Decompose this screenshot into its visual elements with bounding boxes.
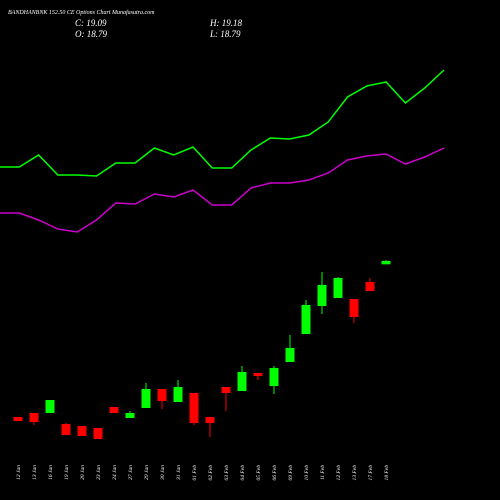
- close-label: C: 19.09: [75, 18, 107, 28]
- x-tick-label: 11 Feb: [320, 465, 326, 480]
- candle-body: [237, 372, 247, 391]
- indicator-line: [0, 147, 445, 233]
- open-label: O: 18.79: [75, 29, 107, 39]
- x-tick-label: 29 Jan: [144, 465, 150, 480]
- candle-body: [221, 387, 231, 393]
- candle-body: [333, 278, 343, 298]
- x-tick-label: 09 Feb: [288, 465, 294, 481]
- candle-body: [317, 285, 327, 306]
- x-tick-label: 03 Feb: [224, 465, 230, 481]
- x-tick-label: 02 Feb: [208, 465, 214, 481]
- x-tick-label: 01 Feb: [192, 465, 198, 481]
- x-tick-label: 24 Jan: [111, 465, 118, 480]
- candle-body: [205, 417, 215, 423]
- low-label: L: 18.79: [209, 29, 241, 39]
- candle-body: [189, 393, 199, 423]
- candle-body: [109, 407, 119, 413]
- candle-body: [141, 389, 151, 408]
- x-tick-label: 23 Jan: [96, 465, 102, 480]
- x-tick-label: 12 Feb: [336, 465, 342, 481]
- chart-title: BANDHANBNK 152.50 CE Options Chart Munaf…: [8, 9, 155, 16]
- candle-body: [13, 417, 23, 421]
- x-tick-label: 06 Feb: [272, 465, 278, 481]
- x-tick-label: 18 Feb: [384, 465, 390, 481]
- candle-body: [173, 387, 183, 402]
- candle-body: [365, 282, 375, 291]
- x-tick-label: 10 Feb: [304, 465, 310, 481]
- candle-body: [349, 299, 359, 317]
- candle-body: [381, 261, 391, 265]
- candle-body: [77, 426, 87, 436]
- candle-body: [157, 389, 167, 401]
- candle-body: [61, 424, 71, 435]
- candle-body: [125, 413, 135, 418]
- x-tick-label: 31 Jan: [176, 465, 182, 481]
- x-tick-label: 17 Feb: [368, 465, 374, 481]
- candle-body: [45, 400, 55, 413]
- x-tick-label: 13 Feb: [352, 465, 358, 481]
- candle-body: [285, 348, 295, 362]
- x-tick-label: 19 Jan: [64, 465, 70, 480]
- high-label: H: 19.18: [209, 18, 242, 28]
- indicator-line: [0, 69, 445, 177]
- candle-body: [269, 368, 279, 386]
- candle-body: [29, 413, 39, 422]
- x-tick-label: 13 Jan: [32, 465, 38, 480]
- x-tick-label: 05 Feb: [256, 465, 262, 481]
- x-tick-label: 20 Jan: [80, 465, 86, 480]
- x-tick-label: 27 Jan: [128, 465, 134, 480]
- x-tick-label: 04 Feb: [239, 465, 246, 481]
- candle-body: [253, 373, 263, 376]
- x-tick-label: 16 Jan: [48, 465, 54, 480]
- x-tick-label: 12 Jan: [16, 465, 22, 480]
- x-tick-label: 30 Jan: [160, 465, 166, 481]
- candle-body: [301, 305, 311, 334]
- candle-body: [93, 428, 103, 439]
